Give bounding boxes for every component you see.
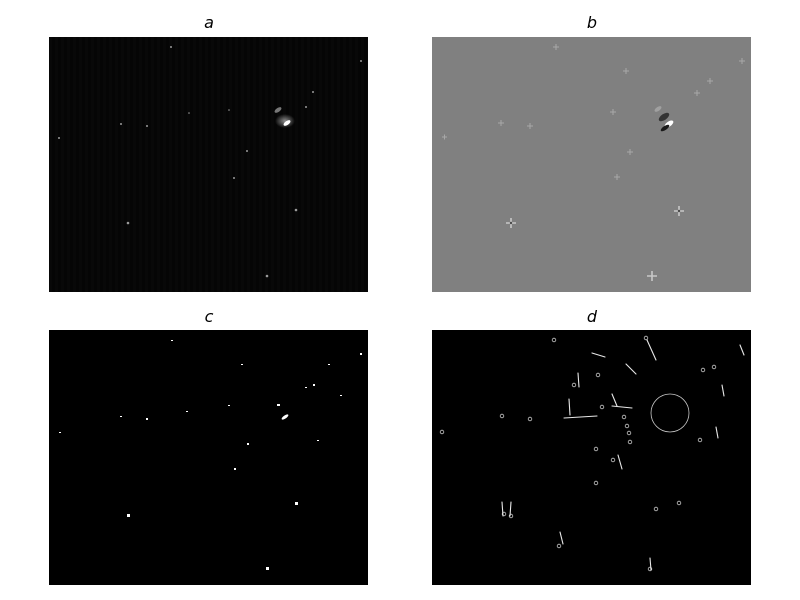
threshold-image bbox=[49, 330, 368, 585]
panel-c-label: c bbox=[204, 307, 214, 326]
filtered-image bbox=[432, 37, 751, 292]
raw-image bbox=[49, 37, 368, 292]
panel-b-label: b bbox=[586, 13, 598, 32]
panel-a-label: a bbox=[204, 13, 214, 32]
threshold-image-panel bbox=[49, 330, 368, 585]
raw-image-panel bbox=[49, 37, 368, 292]
filtered-image-panel bbox=[432, 37, 751, 292]
panel-d-label: d bbox=[586, 307, 598, 326]
detection-overlay bbox=[432, 330, 751, 585]
detection-overlay-panel bbox=[432, 330, 751, 585]
